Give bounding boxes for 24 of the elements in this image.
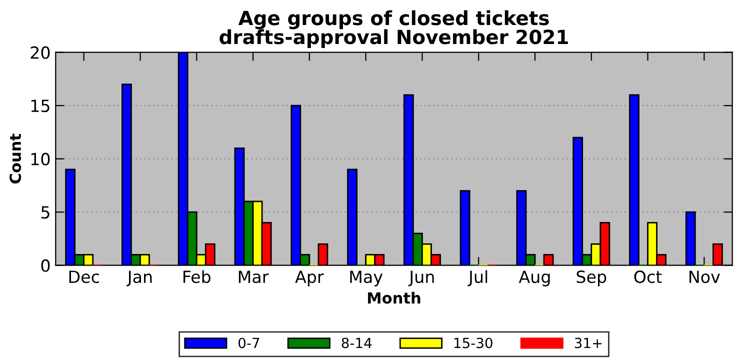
legend-label: 0-7 bbox=[238, 338, 260, 348]
x-tick-label: Jun bbox=[408, 270, 434, 286]
x-tick-label: Apr bbox=[295, 270, 324, 286]
chart-title: Age groups of closed tickets drafts-approval November 2021 bbox=[220, 10, 568, 48]
x-tick-label: Oct bbox=[634, 270, 662, 284]
x-tick-label: Mar bbox=[238, 270, 269, 284]
y-tick-label: 15 bbox=[31, 100, 50, 112]
x-tick-label: Jul bbox=[468, 270, 488, 286]
x-tick-label: Nov bbox=[690, 270, 720, 284]
y-tick-label: 10 bbox=[31, 152, 50, 166]
y-tick-label: 0 bbox=[41, 259, 50, 272]
x-tick-label: Dec bbox=[69, 270, 99, 284]
x-tick-label: Aug bbox=[518, 270, 550, 286]
x-tick-label: Jan bbox=[126, 270, 152, 286]
legend-label: 8-14 bbox=[342, 338, 372, 348]
x-tick-label: Sep bbox=[576, 270, 606, 286]
x-tick-label: May bbox=[350, 270, 383, 286]
y-tick-label: 20 bbox=[30, 46, 50, 59]
x-tick-label: Feb bbox=[184, 270, 210, 284]
y-tick-label: 5 bbox=[41, 206, 50, 219]
y-axis-title: Count bbox=[10, 134, 22, 184]
legend-label: 15-30 bbox=[454, 338, 492, 348]
x-axis-title: Month bbox=[368, 292, 420, 304]
legend-label: 31+ bbox=[574, 338, 602, 348]
